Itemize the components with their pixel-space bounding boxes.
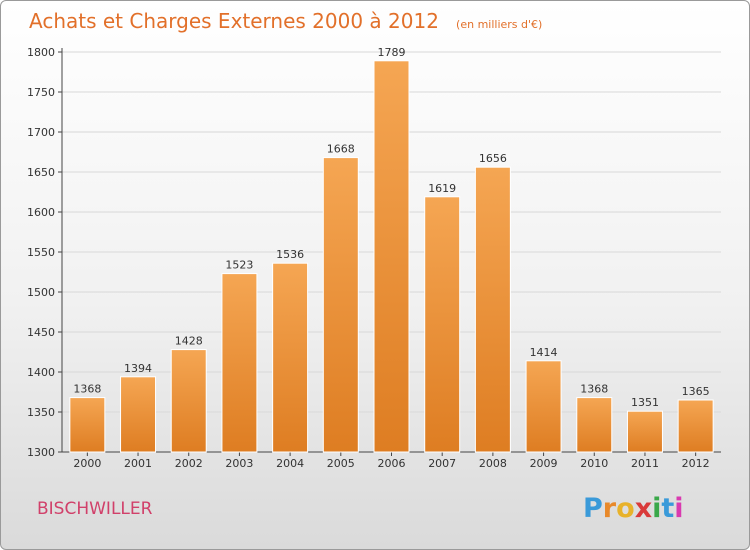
- data-label: 1523: [225, 259, 253, 272]
- x-tick-label: 2007: [428, 457, 456, 470]
- x-tick-label: 2009: [530, 457, 558, 470]
- bar: [525, 360, 562, 453]
- bar: [576, 397, 613, 453]
- logo-letter: o: [616, 493, 635, 524]
- x-tick-label: 2001: [124, 457, 152, 470]
- bar: [677, 399, 714, 453]
- bar: [373, 60, 410, 453]
- x-tick-label: 2006: [378, 457, 406, 470]
- y-tick-label: 1800: [27, 46, 55, 59]
- bar: [120, 376, 157, 453]
- x-tick-label: 2008: [479, 457, 507, 470]
- data-label: 1536: [276, 248, 304, 261]
- data-label: 1351: [631, 396, 659, 409]
- logo-letter: t: [661, 493, 674, 524]
- logo-letter: x: [635, 493, 652, 524]
- x-tick-label: 2012: [682, 457, 710, 470]
- y-tick-label: 1500: [27, 286, 55, 299]
- y-tick-label: 1600: [27, 206, 55, 219]
- x-tick-label: 2003: [225, 457, 253, 470]
- x-tick-label: 2005: [327, 457, 355, 470]
- logo-letter: i: [674, 493, 683, 524]
- x-tick-label: 2000: [73, 457, 101, 470]
- data-label: 1619: [428, 182, 456, 195]
- y-tick-label: 1400: [27, 366, 55, 379]
- y-tick-label: 1450: [27, 326, 55, 339]
- chart-title: Achats et Charges Externes 2000 à 2012: [29, 9, 439, 33]
- bar: [69, 397, 106, 453]
- data-label: 1394: [124, 362, 152, 375]
- data-labels: 1368 1394 1428 1523 1536 1668 1789 1619 1656 1414…: [73, 46, 709, 409]
- data-label: 1668: [327, 143, 355, 156]
- x-tick-label: 2004: [276, 457, 304, 470]
- bar: [424, 196, 461, 453]
- x-tick-label: 2011: [631, 457, 659, 470]
- logo-letter: P: [583, 493, 603, 524]
- data-label: 1365: [682, 385, 710, 398]
- y-tick-label: 1300: [27, 446, 55, 459]
- logo-letter: r: [603, 493, 617, 524]
- data-label: 1414: [530, 346, 558, 359]
- data-label: 1656: [479, 152, 507, 165]
- bar: [170, 349, 207, 453]
- bar: [272, 262, 309, 453]
- data-label: 1428: [175, 335, 203, 348]
- bars: [69, 60, 714, 453]
- y-tick-label: 1750: [27, 86, 55, 99]
- y-tick-label: 1650: [27, 166, 55, 179]
- x-tick-label: 2010: [580, 457, 608, 470]
- y-tick-label: 1350: [27, 406, 55, 419]
- data-label: 1789: [378, 46, 406, 59]
- bar: [322, 157, 359, 453]
- logo-letter: i: [652, 493, 661, 524]
- y-tick-label: 1550: [27, 246, 55, 259]
- chart-title-group: Achats et Charges Externes 2000 à 2012 (…: [29, 9, 542, 33]
- data-label: 1368: [73, 383, 101, 396]
- data-label: 1368: [580, 383, 608, 396]
- bar: [626, 410, 663, 453]
- proxiti-logo: Proxiti: [583, 493, 684, 524]
- bar: [221, 273, 258, 453]
- y-tick-label: 1700: [27, 126, 55, 139]
- x-tick-label: 2002: [175, 457, 203, 470]
- bar: [474, 166, 511, 453]
- chart-unit: (en milliers d'€): [456, 18, 542, 31]
- commune-name: BISCHWILLER: [37, 499, 153, 519]
